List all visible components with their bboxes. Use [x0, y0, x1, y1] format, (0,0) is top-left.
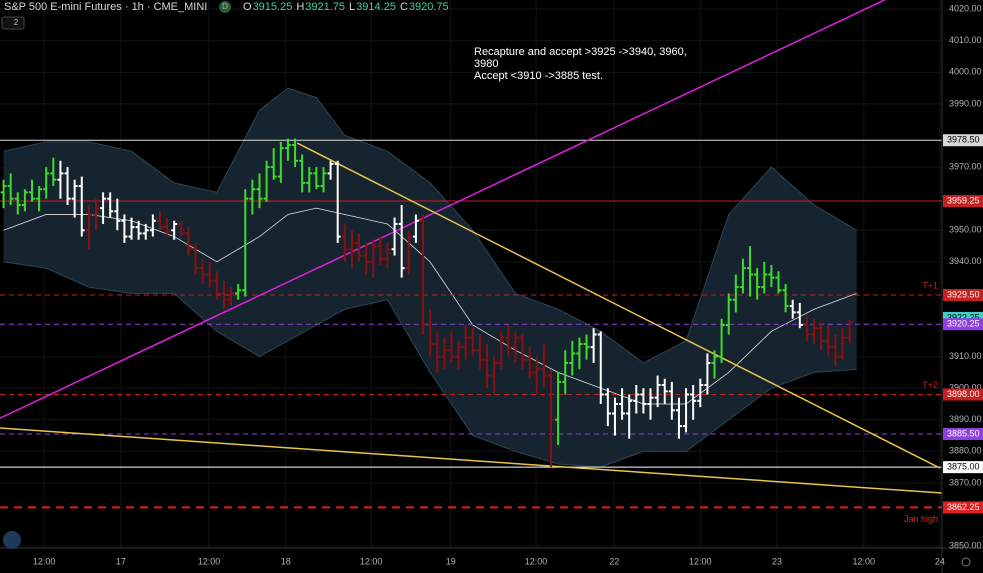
y-tick-label: 3850.00 [949, 540, 982, 550]
y-tick-label: 3880.00 [949, 446, 982, 456]
price-label-bg [943, 289, 983, 302]
annotation-line: Accept <3910 ->3885 test. [474, 70, 603, 82]
y-tick-label: 3890.00 [949, 414, 982, 424]
annotation-line: Recapture and accept >3925 ->3940, 3960, [474, 46, 687, 58]
x-tick-label: 22 [609, 556, 619, 566]
y-tick-label: 3900.00 [949, 383, 982, 393]
badge: D [222, 2, 228, 11]
x-tick-label: 12:00 [33, 556, 56, 566]
ohlc-key: L [349, 1, 355, 13]
band-upper [3, 87, 857, 364]
chart-title: S&P 500 E-mini Futures · 1h · CME_MINI [4, 1, 207, 13]
x-tick-label: 12:00 [689, 556, 712, 566]
ohlc-value: 3915.25 [253, 1, 293, 13]
band-fill [3, 88, 857, 468]
x-tick-label: 24 [935, 556, 945, 566]
ohlc-key: H [296, 1, 304, 13]
y-tick-label: 3910.00 [949, 351, 982, 361]
price-label: 3929.50 [947, 289, 980, 299]
x-tick-label: 12:00 [360, 556, 383, 566]
panes-count[interactable]: 2 [14, 18, 19, 27]
trendline [296, 142, 941, 469]
panes-button[interactable] [1, 16, 25, 30]
ohlc-value: 3920.75 [409, 1, 449, 13]
price-label-bg [943, 388, 983, 401]
ohlc-key: O [243, 1, 252, 13]
price-label: 3875.00 [947, 462, 980, 472]
price-label-bg [943, 134, 983, 147]
price-label-bg [943, 461, 983, 474]
y-tick-label: 3950.00 [949, 225, 982, 235]
x-tick-label: 12:00 [525, 556, 548, 566]
price-label: 3885.50 [947, 428, 980, 438]
annotation-line: 3980 [474, 58, 498, 70]
x-tick-label: 19 [446, 556, 456, 566]
ohlc-value: 3914.25 [356, 1, 396, 13]
price-label: 3959.25 [947, 195, 980, 205]
level-tag: T+2 [922, 380, 938, 390]
price-label-bg [943, 501, 983, 514]
price-label: 3922.25 [947, 312, 980, 322]
x-tick-label: 23 [772, 556, 782, 566]
y-tick-label: 4010.00 [949, 35, 982, 45]
logo [3, 531, 21, 549]
price-label: 3920.25 [947, 319, 980, 329]
x-tick-label: 17 [116, 556, 126, 566]
x-tick-label: 12:00 [853, 556, 876, 566]
price-label: 3898.00 [947, 389, 980, 399]
y-tick-label: 4000.00 [949, 67, 982, 77]
level-tag: Jan high [904, 514, 938, 524]
ohlc-value: 3921.75 [305, 1, 345, 13]
trendline [0, 0, 886, 419]
band-lower [3, 261, 857, 468]
price-label-bg [943, 427, 983, 440]
level-tag: T+1 [922, 280, 938, 290]
x-tick-label: 12:00 [198, 556, 221, 566]
y-tick-label: 3940.00 [949, 256, 982, 266]
status-dot [219, 1, 231, 13]
y-tick-label: 3970.00 [949, 161, 982, 171]
settings-icon[interactable] [961, 557, 971, 567]
price-label-bg [943, 195, 983, 208]
y-tick-label: 3990.00 [949, 98, 982, 108]
x-tick-label: 18 [281, 556, 291, 566]
price-label-bg [943, 318, 983, 331]
price-label: 3978.50 [947, 135, 980, 145]
trendline [0, 427, 942, 494]
ohlc-key: C [400, 1, 408, 13]
price-label: 3862.25 [947, 502, 980, 512]
y-tick-label: 3870.00 [949, 477, 982, 487]
y-tick-label: 4020.00 [949, 4, 982, 14]
